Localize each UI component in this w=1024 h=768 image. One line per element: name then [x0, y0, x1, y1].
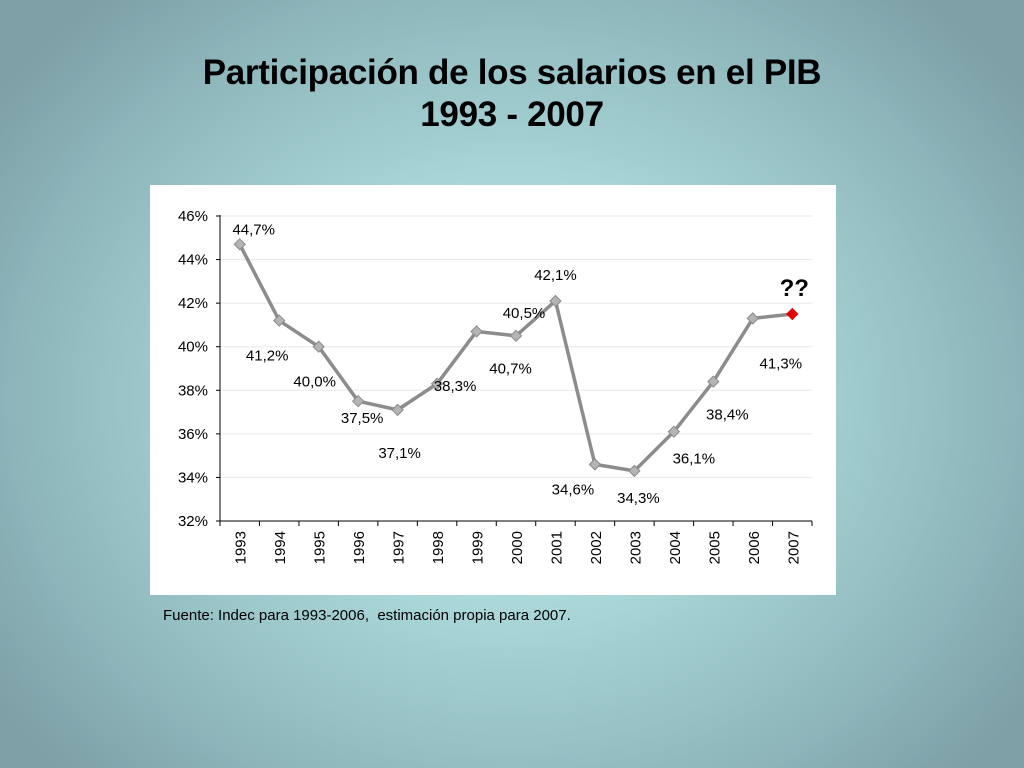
y-tick-label: 34% — [178, 469, 208, 486]
data-label: 38,3% — [434, 378, 477, 395]
data-point — [351, 394, 365, 408]
series-line-path — [238, 243, 793, 473]
data-label: 40,5% — [503, 305, 546, 322]
data-label: 36,1% — [673, 451, 716, 468]
highlighted-data-point — [786, 307, 799, 321]
data-label: 41,3% — [760, 355, 803, 372]
line-chart: 32% 34% 36% 38% 40% 42% 44% 46% 1993 1994 1995 1996… — [178, 208, 813, 564]
data-label: 34,6% — [552, 481, 595, 498]
data-point — [233, 238, 246, 251]
axes: 32% 34% 36% 38% 40% 42% 44% 46% 1993 1994 1995 1996… — [178, 208, 813, 564]
data-point — [272, 314, 286, 327]
data-label: 44,7% — [232, 221, 275, 238]
data-label: 37,1% — [378, 445, 421, 462]
data-label: 40,0% — [293, 374, 336, 391]
y-tick-label: 32% — [178, 513, 208, 530]
data-label: 40,7% — [489, 360, 532, 377]
x-tick-label: 2007 — [785, 531, 802, 564]
y-tick-label: 44% — [178, 252, 208, 269]
x-tick-label: 1998 — [430, 531, 447, 564]
x-tick-label: 1996 — [351, 531, 368, 564]
source-note: Fuente: Indec para 1993-2006, estimación… — [163, 607, 571, 624]
gridlines — [220, 215, 812, 478]
data-label: 41,2% — [246, 348, 289, 365]
unknown-value-label: ?? — [780, 275, 809, 302]
x-tick-label: 2004 — [667, 531, 684, 564]
data-point — [549, 294, 562, 308]
data-point — [628, 464, 641, 478]
markers — [233, 238, 799, 478]
data-labels: 44,7% 41,2%40,0% 37,5% 37,1% 38,3% 40,7% 40,5%… — [232, 221, 808, 507]
x-tick-label: 2001 — [548, 531, 565, 564]
y-tick-label: 38% — [178, 382, 208, 399]
x-tick-label: 2000 — [509, 531, 526, 564]
data-label: 37,5% — [341, 410, 384, 427]
chart-title: Participación de los salarios en el PIB … — [0, 52, 1024, 136]
data-label: 34,3% — [617, 490, 660, 507]
x-tick-label: 1999 — [470, 531, 487, 564]
y-tick-label: 36% — [178, 426, 208, 443]
data-point — [667, 425, 681, 438]
y-tick-label: 46% — [178, 208, 208, 225]
title-line-1: Participación de los salarios en el PIB — [202, 53, 822, 92]
x-tick-label: 2005 — [706, 531, 723, 564]
y-tick-label: 40% — [178, 339, 208, 356]
series-line — [238, 243, 793, 473]
data-point — [707, 375, 720, 388]
x-tick-label: 2002 — [588, 531, 605, 564]
data-point — [470, 325, 483, 338]
data-point — [391, 403, 404, 417]
chart-area: 32% 34% 36% 38% 40% 42% 44% 46% 1993 1994 1995 1996… — [150, 185, 836, 595]
x-tick-label: 1993 — [233, 531, 250, 564]
y-tick-label: 42% — [178, 295, 208, 312]
data-point — [312, 340, 325, 353]
data-point — [430, 377, 444, 390]
data-point — [509, 329, 523, 343]
title-line-2: 1993 - 2007 — [420, 95, 604, 134]
x-tick-label: 1997 — [391, 531, 408, 564]
data-point — [746, 312, 760, 325]
x-tick-label: 2006 — [746, 531, 763, 564]
data-label: 42,1% — [534, 267, 577, 284]
x-tick-label: 1994 — [272, 531, 289, 564]
x-tick-label: 1995 — [312, 531, 329, 564]
x-tick-label: 2003 — [627, 531, 644, 564]
data-label: 38,4% — [706, 407, 749, 424]
data-point — [588, 458, 602, 471]
